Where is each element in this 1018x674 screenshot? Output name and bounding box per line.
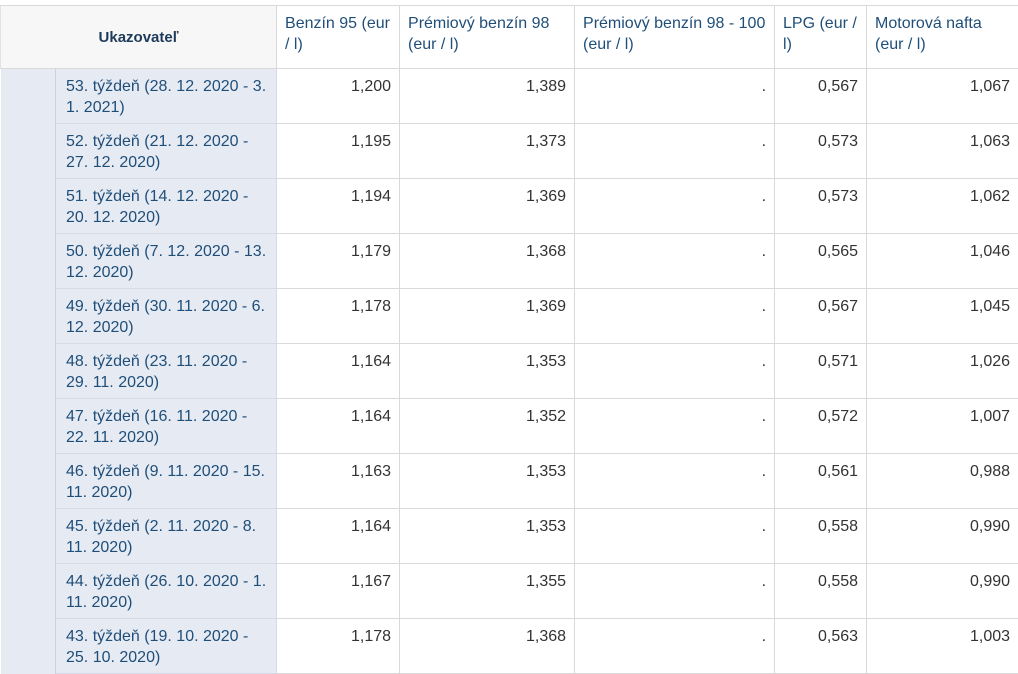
cell-lpg: 0,573 [775, 124, 867, 179]
cell-lpg: 0,573 [775, 179, 867, 234]
cell-benzin-95: 1,164 [277, 399, 400, 454]
cell-motorova-nafta: 0,990 [867, 564, 1018, 619]
cell-motorova-nafta: 0,988 [867, 454, 1018, 509]
cell-premium-98-100: . [575, 454, 775, 509]
cell-lpg: 0,571 [775, 344, 867, 399]
table-body: 53. týždeň (28. 12. 2020 - 3. 1. 2021)1,… [1, 69, 1018, 674]
row-label-week[interactable]: 46. týždeň (9. 11. 2020 - 15. 11. 2020) [56, 454, 277, 509]
cell-motorova-nafta: 1,007 [867, 399, 1018, 454]
cell-premium-98: 1,389 [400, 69, 575, 124]
cell-benzin-95: 1,200 [277, 69, 400, 124]
cell-lpg: 0,567 [775, 289, 867, 344]
row-label-week[interactable]: 44. týždeň (26. 10. 2020 - 1. 11. 2020) [56, 564, 277, 619]
row-label-week[interactable]: 53. týždeň (28. 12. 2020 - 3. 1. 2021) [56, 69, 277, 124]
row-label-week[interactable]: 49. týždeň (30. 11. 2020 - 6. 12. 2020) [56, 289, 277, 344]
cell-motorova-nafta: 1,067 [867, 69, 1018, 124]
table-row: 43. týždeň (19. 10. 2020 - 25. 10. 2020)… [1, 619, 1018, 674]
column-header-lpg[interactable]: LPG (eur / l) [775, 6, 867, 69]
cell-motorova-nafta: 1,062 [867, 179, 1018, 234]
cell-benzin-95: 1,194 [277, 179, 400, 234]
cell-premium-98: 1,355 [400, 564, 575, 619]
cell-premium-98-100: . [575, 179, 775, 234]
cell-premium-98-100: . [575, 124, 775, 179]
cell-benzin-95: 1,164 [277, 509, 400, 564]
cell-premium-98: 1,369 [400, 289, 575, 344]
cell-premium-98-100: . [575, 564, 775, 619]
cell-lpg: 0,572 [775, 399, 867, 454]
cell-premium-98: 1,353 [400, 509, 575, 564]
cell-benzin-95: 1,178 [277, 289, 400, 344]
cell-premium-98-100: . [575, 344, 775, 399]
cell-motorova-nafta: 1,003 [867, 619, 1018, 674]
cell-premium-98: 1,369 [400, 179, 575, 234]
cell-benzin-95: 1,164 [277, 344, 400, 399]
row-label-week[interactable]: 47. týždeň (16. 11. 2020 - 22. 11. 2020) [56, 399, 277, 454]
row-group-margin [1, 69, 56, 674]
cell-premium-98-100: . [575, 619, 775, 674]
table-row: 51. týždeň (14. 12. 2020 - 20. 12. 2020)… [1, 179, 1018, 234]
data-grid: Ukazovateľ Benzín 95 (eur / l) Prémiový … [0, 5, 1018, 674]
cell-premium-98-100: . [575, 69, 775, 124]
table-row: 49. týždeň (30. 11. 2020 - 6. 12. 2020)1… [1, 289, 1018, 344]
cell-benzin-95: 1,167 [277, 564, 400, 619]
table-row: 46. týždeň (9. 11. 2020 - 15. 11. 2020)1… [1, 454, 1018, 509]
column-header-premium-98-100[interactable]: Prémiový benzín 98 - 100 (eur / l) [575, 6, 775, 69]
cell-benzin-95: 1,178 [277, 619, 400, 674]
cell-benzin-95: 1,163 [277, 454, 400, 509]
fuel-price-table: Ukazovateľ Benzín 95 (eur / l) Prémiový … [0, 5, 1018, 674]
cell-premium-98-100: . [575, 289, 775, 344]
cell-premium-98-100: . [575, 509, 775, 564]
table-row: 50. týždeň (7. 12. 2020 - 13. 12. 2020)1… [1, 234, 1018, 289]
cell-lpg: 0,567 [775, 69, 867, 124]
cell-lpg: 0,565 [775, 234, 867, 289]
cell-motorova-nafta: 0,990 [867, 509, 1018, 564]
cell-premium-98-100: . [575, 399, 775, 454]
cell-benzin-95: 1,195 [277, 124, 400, 179]
header-row: Ukazovateľ Benzín 95 (eur / l) Prémiový … [1, 6, 1018, 69]
cell-motorova-nafta: 1,026 [867, 344, 1018, 399]
cell-motorova-nafta: 1,063 [867, 124, 1018, 179]
cell-lpg: 0,561 [775, 454, 867, 509]
cell-premium-98: 1,353 [400, 454, 575, 509]
cell-premium-98: 1,373 [400, 124, 575, 179]
cell-motorova-nafta: 1,046 [867, 234, 1018, 289]
cell-premium-98: 1,353 [400, 344, 575, 399]
table-row: 45. týždeň (2. 11. 2020 - 8. 11. 2020)1,… [1, 509, 1018, 564]
row-label-week[interactable]: 48. týždeň (23. 11. 2020 - 29. 11. 2020) [56, 344, 277, 399]
table-row: 48. týždeň (23. 11. 2020 - 29. 11. 2020)… [1, 344, 1018, 399]
column-header-motorova-nafta[interactable]: Motorová nafta (eur / l) [867, 6, 1018, 69]
cell-benzin-95: 1,179 [277, 234, 400, 289]
row-label-week[interactable]: 52. týždeň (21. 12. 2020 - 27. 12. 2020) [56, 124, 277, 179]
cell-premium-98: 1,368 [400, 619, 575, 674]
cell-premium-98: 1,368 [400, 234, 575, 289]
cell-premium-98: 1,352 [400, 399, 575, 454]
row-label-week[interactable]: 51. týždeň (14. 12. 2020 - 20. 12. 2020) [56, 179, 277, 234]
row-label-week[interactable]: 43. týždeň (19. 10. 2020 - 25. 10. 2020) [56, 619, 277, 674]
cell-premium-98-100: . [575, 234, 775, 289]
row-label-week[interactable]: 50. týždeň (7. 12. 2020 - 13. 12. 2020) [56, 234, 277, 289]
cell-lpg: 0,558 [775, 564, 867, 619]
table-row: 52. týždeň (21. 12. 2020 - 27. 12. 2020)… [1, 124, 1018, 179]
table-row: 47. týždeň (16. 11. 2020 - 22. 11. 2020)… [1, 399, 1018, 454]
cell-lpg: 0,558 [775, 509, 867, 564]
cell-lpg: 0,563 [775, 619, 867, 674]
row-label-week[interactable]: 45. týždeň (2. 11. 2020 - 8. 11. 2020) [56, 509, 277, 564]
column-header-premium-98[interactable]: Prémiový benzín 98 (eur / l) [400, 6, 575, 69]
table-row: 44. týždeň (26. 10. 2020 - 1. 11. 2020)1… [1, 564, 1018, 619]
indicator-header[interactable]: Ukazovateľ [1, 6, 277, 69]
cell-motorova-nafta: 1,045 [867, 289, 1018, 344]
column-header-benzin-95[interactable]: Benzín 95 (eur / l) [277, 6, 400, 69]
table-row: 53. týždeň (28. 12. 2020 - 3. 1. 2021)1,… [1, 69, 1018, 124]
